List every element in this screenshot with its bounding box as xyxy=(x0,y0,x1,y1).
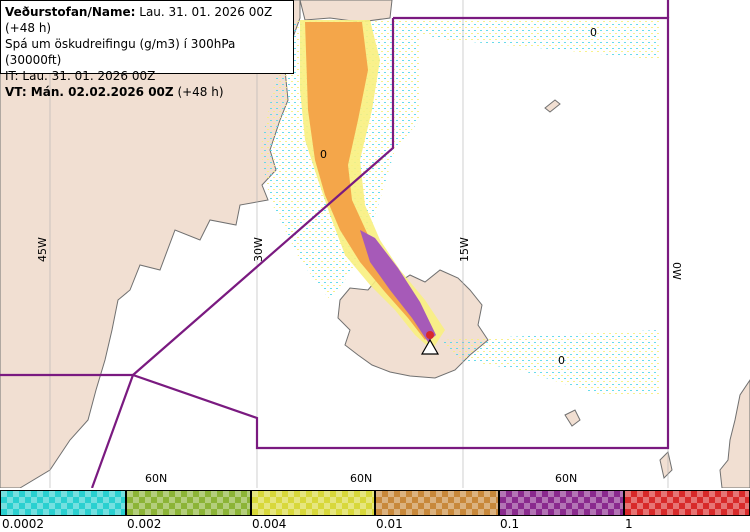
legend-tick-1: 0.002 xyxy=(127,517,162,531)
longitude-label-15w: 15W xyxy=(458,237,471,262)
concentration-legend: 0.0002 0.002 0.004 0.01 0.1 1 xyxy=(0,490,750,532)
latitude-label-center: 60N xyxy=(350,472,372,485)
jan-mayen xyxy=(544,99,561,113)
latitude-label-right: 60N xyxy=(555,472,577,485)
longitude-label-0w: 0W xyxy=(670,262,683,280)
legend-tick-2: 0.004 xyxy=(252,517,287,531)
legend-tick-4: 0.1 xyxy=(500,517,520,531)
legend-swatch-4 xyxy=(375,490,499,516)
issue-time: IT: Lau. 31. 01. 2026 00Z xyxy=(5,69,156,83)
legend-swatch-2 xyxy=(126,490,251,516)
legend-tick-0: 0.0002 xyxy=(2,517,44,531)
faroe-islands xyxy=(564,409,581,427)
legend-swatch-6 xyxy=(624,490,750,516)
shetland-islands xyxy=(659,451,673,479)
valid-time-suffix: (+48 h) xyxy=(177,85,224,99)
legend-tick-5: 1 xyxy=(625,517,633,531)
ash-dispersion-map: 45W 30W 15W 0W 60N 60N 60N 0 0 0 xyxy=(0,0,750,488)
contour-label-greenland: 0 xyxy=(320,148,327,161)
svalbard-edge xyxy=(299,0,393,23)
latitude-label-left: 60N xyxy=(145,472,167,485)
forecast-description: Spá um öskudreifingu (g/m3) í 300hPa (30… xyxy=(5,37,236,67)
contour-label-south: 0 xyxy=(558,354,565,367)
ash-plume-mid xyxy=(305,22,432,340)
agency-label: Veðurstofan/Name: xyxy=(5,5,136,19)
norway-coast xyxy=(719,379,750,488)
ash-plume-high xyxy=(360,230,436,342)
fir-boundaries xyxy=(0,0,670,488)
longitude-label-45w: 45W xyxy=(36,237,49,262)
legend-swatch-3 xyxy=(251,490,375,516)
forecast-info-box: Veðurstofan/Name: Lau. 31. 01. 2026 00Z … xyxy=(0,0,294,99)
valid-time: VT: Mán. 02.02.2026 00Z xyxy=(5,85,174,99)
ash-core xyxy=(426,331,434,339)
legend-tick-3: 0.01 xyxy=(376,517,403,531)
longitude-label-30w: 30W xyxy=(252,237,265,262)
legend-swatch-1 xyxy=(0,490,126,516)
triangle-warning-icon xyxy=(420,338,440,355)
agency-value: Lau. 31. 01. 2026 00Z (+48 h) xyxy=(5,5,273,35)
contour-label-north: 0 xyxy=(590,26,597,39)
legend-swatch-5 xyxy=(499,490,624,516)
